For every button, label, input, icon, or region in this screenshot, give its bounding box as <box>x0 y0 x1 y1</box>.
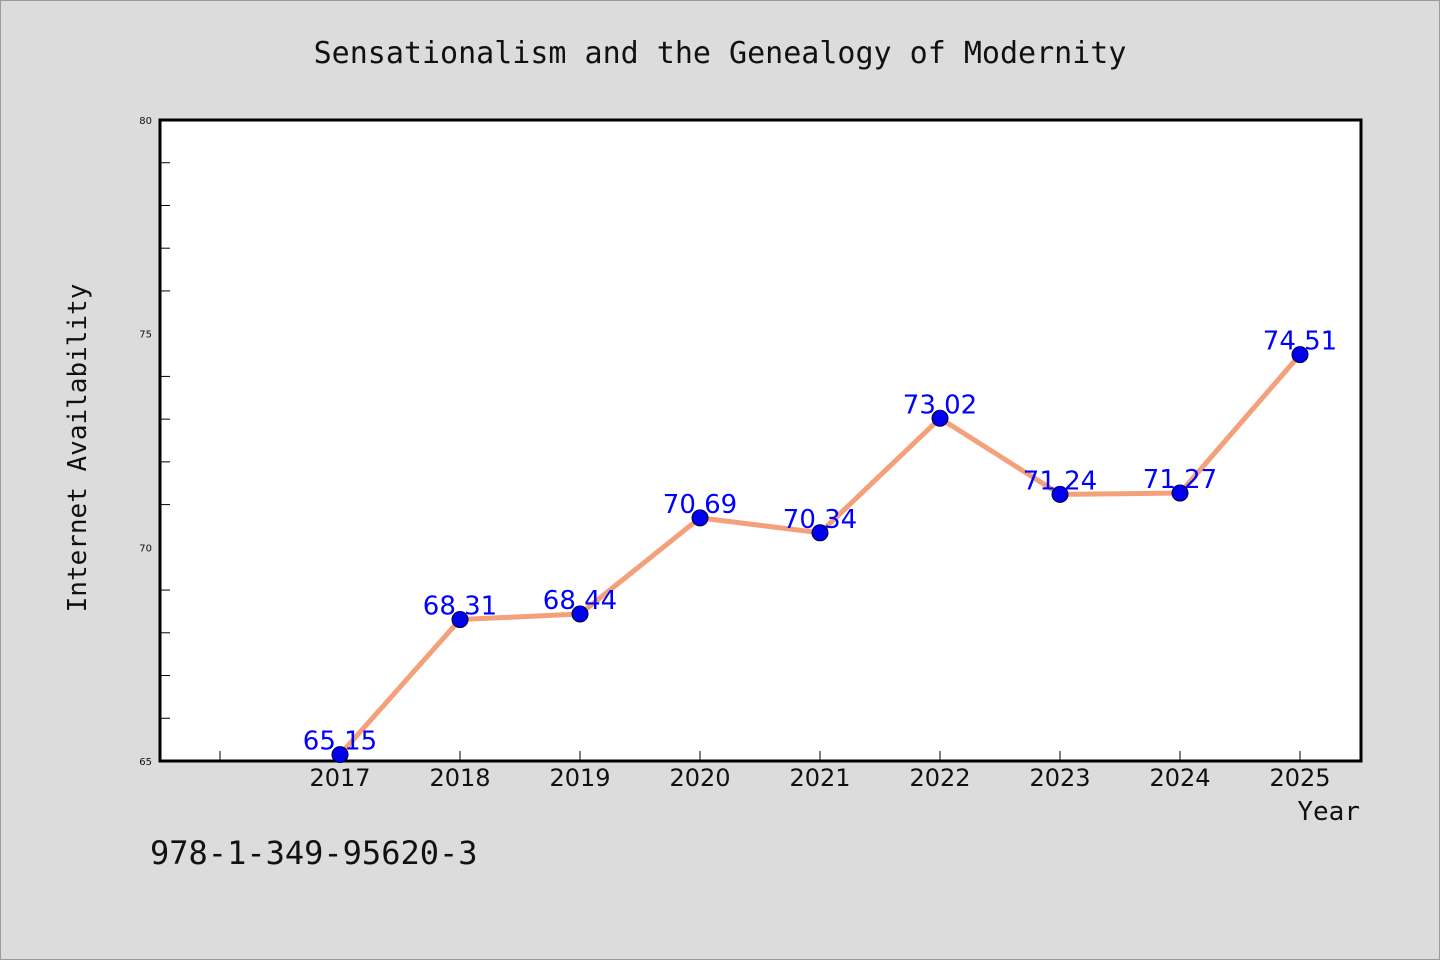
data-point <box>1051 485 1069 503</box>
x-axis: 2017 2018 2019 2020 2021 2022 2023 2024 2025 <box>219 751 1331 792</box>
data-point <box>811 524 829 542</box>
data-label: 70.69 <box>663 490 737 520</box>
y-tick-label: 75 <box>139 330 152 341</box>
isbn-footer: 978-1-349-95620-3 <box>150 834 478 872</box>
x-tick-label: 2020 <box>669 764 730 792</box>
data-label: 71.24 <box>1023 466 1097 496</box>
data-point <box>331 746 349 764</box>
data-label: 70.34 <box>783 505 857 535</box>
x-tick-label: 2023 <box>1029 764 1090 792</box>
y-tick-label: 70 <box>139 543 152 554</box>
x-tick-label: 2019 <box>549 764 610 792</box>
data-label: 68.44 <box>543 586 617 616</box>
plot-area <box>158 118 1363 763</box>
data-labels-group: 65.15 68.31 68.44 70.69 70.34 73.02 71.24 71.27… <box>303 327 1337 757</box>
x-tick-label: 2022 <box>909 764 970 792</box>
x-tick-label: 2017 <box>309 764 370 792</box>
data-label: 71.27 <box>1143 465 1217 495</box>
data-point <box>571 605 589 623</box>
y-tick-label: 65 <box>139 757 152 768</box>
data-label: 73.02 <box>903 390 977 420</box>
x-tick-label: 2025 <box>1269 764 1330 792</box>
data-point <box>931 409 949 427</box>
chart-title: Sensationalism and the Genealogy of Mode… <box>314 36 1127 71</box>
x-tick-label: 2018 <box>429 764 490 792</box>
data-point <box>1171 484 1189 502</box>
y-axis-label: Internet Availability <box>63 284 93 613</box>
x-axis-label: Year <box>1297 797 1360 827</box>
data-label: 74.51 <box>1263 327 1337 357</box>
data-point <box>691 509 709 527</box>
y-tick-label: 80 <box>139 116 152 127</box>
data-label: 65.15 <box>303 727 377 757</box>
data-label: 68.31 <box>423 592 497 622</box>
markers-group <box>331 346 1309 764</box>
y-axis: 65 70 75 80 <box>139 116 170 768</box>
x-tick-label: 2024 <box>1149 764 1210 792</box>
data-point <box>451 611 469 629</box>
x-tick-label: 2021 <box>789 764 850 792</box>
data-point <box>1291 346 1309 364</box>
